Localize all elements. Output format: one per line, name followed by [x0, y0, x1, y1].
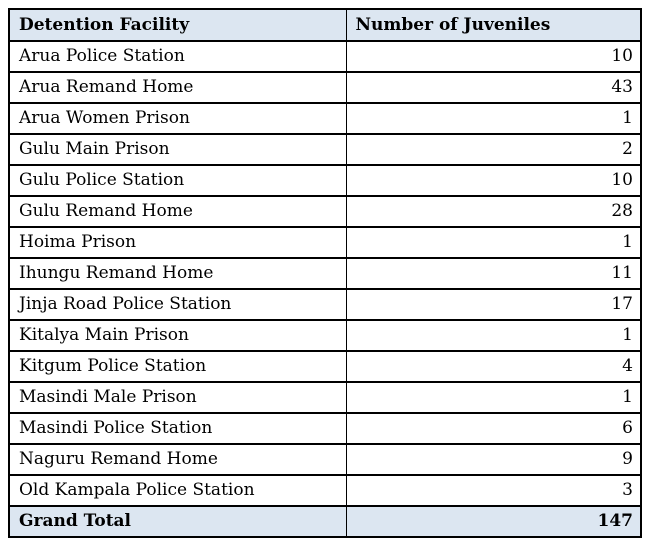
- column-header-facility: Detention Facility: [9, 9, 346, 42]
- table-row: Hoima Prison 1: [9, 227, 641, 259]
- column-header-count: Number of Juveniles: [345, 9, 641, 42]
- table-row: Ihungu Remand Home 11: [9, 258, 641, 290]
- facility-cell: Hoima Prison: [9, 227, 346, 259]
- table-header-row: Detention Facility Number of Juveniles: [9, 9, 641, 42]
- grand-total-row: Grand Total 147: [9, 506, 641, 538]
- count-cell: 10: [345, 165, 641, 197]
- count-cell: 1: [345, 320, 641, 352]
- facility-cell: Gulu Main Prison: [9, 134, 346, 166]
- count-cell: 9: [345, 444, 641, 476]
- facility-cell: Old Kampala Police Station: [9, 475, 346, 507]
- count-cell: 6: [345, 413, 641, 445]
- table-row: Gulu Remand Home 28: [9, 196, 641, 228]
- count-cell: 1: [345, 382, 641, 414]
- grand-total-count: 147: [345, 506, 641, 538]
- table-row: Masindi Police Station 6: [9, 413, 641, 445]
- facility-cell: Naguru Remand Home: [9, 444, 346, 476]
- grand-total-label: Grand Total: [9, 506, 346, 538]
- count-cell: 1: [345, 103, 641, 135]
- table-row: Kitgum Police Station 4: [9, 351, 641, 383]
- table-row: Kitalya Main Prison 1: [9, 320, 641, 352]
- table-row: Old Kampala Police Station 3: [9, 475, 641, 507]
- detention-table-container: Detention Facility Number of Juveniles A…: [8, 8, 642, 538]
- count-cell: 3: [345, 475, 641, 507]
- facility-cell: Arua Police Station: [9, 41, 346, 73]
- count-cell: 1: [345, 227, 641, 259]
- count-cell: 17: [345, 289, 641, 321]
- table-row: Gulu Main Prison 2: [9, 134, 641, 166]
- facility-cell: Gulu Remand Home: [9, 196, 346, 228]
- count-cell: 43: [345, 72, 641, 104]
- facility-cell: Jinja Road Police Station: [9, 289, 346, 321]
- count-cell: 10: [345, 41, 641, 73]
- table-row: Masindi Male Prison 1: [9, 382, 641, 414]
- facility-cell: Arua Women Prison: [9, 103, 346, 135]
- table-row: Arua Police Station 10: [9, 41, 641, 73]
- table-row: Arua Remand Home 43: [9, 72, 641, 104]
- facility-cell: Kitalya Main Prison: [9, 320, 346, 352]
- facility-cell: Ihungu Remand Home: [9, 258, 346, 290]
- facility-cell: Masindi Male Prison: [9, 382, 346, 414]
- facility-cell: Arua Remand Home: [9, 72, 346, 104]
- count-cell: 4: [345, 351, 641, 383]
- facility-cell: Gulu Police Station: [9, 165, 346, 197]
- table-row: Naguru Remand Home 9: [9, 444, 641, 476]
- table-row: Gulu Police Station 10: [9, 165, 641, 197]
- detention-facilities-table: Detention Facility Number of Juveniles A…: [8, 8, 642, 538]
- facility-cell: Kitgum Police Station: [9, 351, 346, 383]
- table-row: Arua Women Prison 1: [9, 103, 641, 135]
- count-cell: 11: [345, 258, 641, 290]
- count-cell: 2: [345, 134, 641, 166]
- facility-cell: Masindi Police Station: [9, 413, 346, 445]
- table-row: Jinja Road Police Station 17: [9, 289, 641, 321]
- count-cell: 28: [345, 196, 641, 228]
